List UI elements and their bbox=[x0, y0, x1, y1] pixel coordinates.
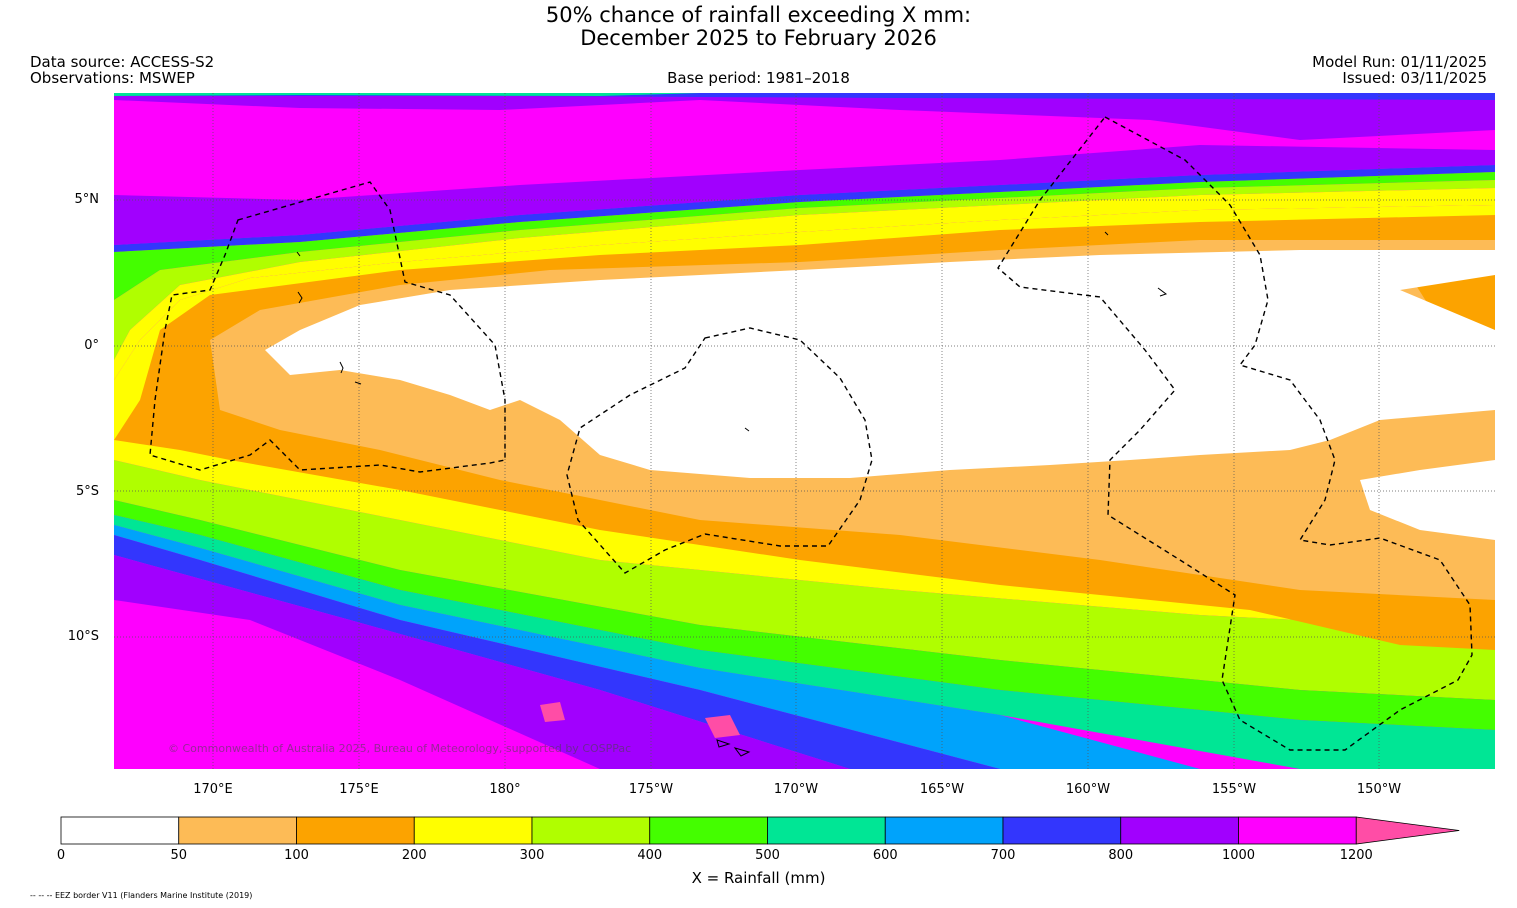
lon-label-160w: 160°W bbox=[1065, 782, 1111, 797]
colorbar bbox=[60, 816, 1460, 845]
island-samoa bbox=[716, 739, 751, 757]
lon-label-175w: 175°W bbox=[628, 782, 674, 797]
colorbar-tick-label: 700 bbox=[990, 848, 1016, 863]
island-tarawa bbox=[297, 291, 303, 304]
colorbar-segment-5 bbox=[649, 816, 768, 845]
eez-kiribati-line bbox=[997, 116, 1473, 751]
band-north-blue2 bbox=[114, 165, 1495, 252]
chart-title-line2: December 2025 to February 2026 bbox=[580, 26, 937, 50]
band-south-blue bbox=[114, 525, 1200, 769]
band-north-green bbox=[114, 172, 1495, 300]
colorbar-tick-label: 500 bbox=[755, 848, 780, 863]
island-kiritimati bbox=[1157, 287, 1168, 297]
island-tabiteuea bbox=[339, 361, 344, 374]
eez-kiribati-phoenix bbox=[566, 327, 873, 574]
patch-1200-plus-b bbox=[705, 715, 740, 738]
colorbar-tick-label: 300 bbox=[519, 848, 545, 863]
colorbar-tick-label: 1000 bbox=[1221, 848, 1256, 863]
lon-label-180: 180° bbox=[489, 782, 521, 797]
colorbar-segment-4 bbox=[531, 816, 651, 845]
chart-title-line1: 50% chance of rainfall exceeding X mm: bbox=[545, 3, 972, 27]
island-nikunau bbox=[354, 381, 362, 385]
eez-borders bbox=[149, 116, 1473, 751]
lon-label-175e: 175°E bbox=[339, 782, 379, 797]
band-north-yellow bbox=[114, 188, 1495, 380]
colorbar-tick-label: 50 bbox=[170, 848, 188, 863]
band-south-green bbox=[114, 500, 1495, 730]
lon-label-170e: 170°E bbox=[193, 782, 233, 797]
patch-1200-plus-a bbox=[540, 702, 565, 722]
band-north-magenta2 bbox=[114, 130, 520, 200]
eez-kiribati-gilbert bbox=[149, 181, 506, 473]
band-south-lime bbox=[114, 460, 1495, 700]
grid-lines bbox=[114, 93, 1495, 769]
issued-label: Issued: 03/11/2025 bbox=[1342, 69, 1487, 87]
colorbar-label: X = Rainfall (mm) bbox=[691, 869, 826, 887]
band-north-cyan bbox=[114, 93, 700, 96]
lon-label-170w: 170°W bbox=[773, 782, 819, 797]
colorbar-segment-7 bbox=[884, 816, 1004, 845]
island-kanton bbox=[744, 427, 750, 432]
band-0-50 bbox=[265, 250, 1495, 478]
lon-label-150w: 150°W bbox=[1356, 782, 1402, 797]
data-source-label: Data source: ACCESS-S2 bbox=[30, 53, 215, 71]
eez-footnote: -- -- -- EEZ border V11 (Flanders Marine… bbox=[30, 891, 253, 900]
band-south-violet bbox=[114, 555, 850, 769]
lat-label-10s: 10°S bbox=[67, 629, 99, 644]
colorbar-segment-3 bbox=[413, 816, 533, 845]
colorbar-segment-1 bbox=[178, 816, 297, 845]
copyright-notice: © Commonwealth of Australia 2025, Bureau… bbox=[168, 742, 632, 755]
island-tabuaeran bbox=[1104, 231, 1109, 236]
observations-label: Observations: MSWEP bbox=[30, 69, 195, 87]
colorbar-segment-8 bbox=[1002, 816, 1122, 845]
lon-label-155w: 155°W bbox=[1211, 782, 1257, 797]
colorbar-segment-6 bbox=[767, 816, 886, 845]
colorbar-segment-2 bbox=[296, 816, 415, 845]
colorbar-tick-label: 1200 bbox=[1339, 848, 1373, 863]
band-south-teal bbox=[114, 515, 1495, 769]
island-marakei bbox=[296, 251, 301, 257]
lat-label-0: 0° bbox=[84, 338, 99, 353]
coastlines bbox=[296, 231, 1168, 757]
colorbar-segment-9 bbox=[1120, 816, 1239, 845]
colorbar-tick-label: 100 bbox=[284, 848, 309, 863]
colorbar-segment-0 bbox=[60, 816, 180, 845]
lon-label-165w: 165°W bbox=[919, 782, 965, 797]
rainfall-field bbox=[114, 93, 1495, 769]
colorbar-segment-10 bbox=[1238, 816, 1357, 845]
band-0-50-east bbox=[1360, 460, 1495, 540]
model-run-label: Model Run: 01/11/2025 bbox=[1312, 53, 1487, 71]
base-period-label: Base period: 1981–2018 bbox=[667, 69, 850, 87]
lat-label-5s: 5°S bbox=[75, 484, 99, 499]
colorbar-tick-label: 400 bbox=[637, 848, 663, 863]
colorbar-tick-label: 200 bbox=[401, 848, 427, 863]
colorbar-tick-label: 800 bbox=[1108, 848, 1134, 863]
colorbar-tick-label: 600 bbox=[872, 848, 898, 863]
band-north-purple bbox=[114, 93, 1495, 140]
lat-label-5n: 5°N bbox=[74, 192, 100, 207]
band-north-violet2 bbox=[114, 145, 1495, 245]
colorbar-tick-label: 0 bbox=[56, 848, 66, 863]
colorbar-extend-arrow bbox=[1355, 816, 1460, 845]
